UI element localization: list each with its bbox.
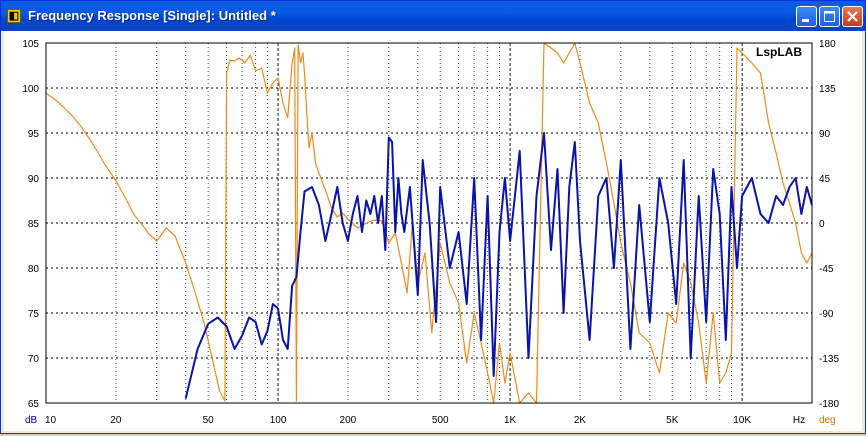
plot-area[interactable]: 105 100 95 90 85 80 75 70 65 180 135 90 45 0 -45 -90 -13… (4, 31, 862, 431)
magnitude-series (184, 132, 813, 399)
y-left-tick-label: 100 (22, 84, 39, 95)
y-right-tick-label: -135 (819, 354, 839, 365)
y-left-tick-label: 80 (28, 264, 40, 275)
x-tick-label: 200 (340, 415, 357, 426)
title-bar[interactable]: ◧ Frequency Response [Single]: Untitled … (1, 1, 865, 31)
x-tick-label: 2K (574, 415, 587, 426)
x-tick-label: 20 (110, 415, 122, 426)
y-left-unit-label: dB (25, 415, 38, 426)
x-tick-label: 100 (270, 415, 287, 426)
lsplab-app-icon[interactable]: ◧ (7, 9, 21, 23)
y-right-tick-label: 90 (819, 129, 831, 140)
y-right-unit-label: deg (819, 415, 836, 426)
y-right-tick-label: -180 (819, 399, 839, 410)
y-right-tick-label: 0 (819, 219, 825, 230)
y-left-tick-label: 65 (28, 399, 40, 410)
grid (45, 42, 813, 404)
axes: 105 100 95 90 85 80 75 70 65 180 135 90 45 0 -45 -90 -13… (22, 39, 839, 426)
magnitude-line (184, 132, 813, 399)
window-title: Frequency Response [Single]: Untitled * (28, 8, 276, 23)
x-unit-label: Hz (793, 415, 805, 426)
x-tick-label: 10K (733, 415, 751, 426)
y-right-tick-label: 180 (819, 39, 836, 50)
y-left-tick-label: 95 (28, 129, 40, 140)
y-left-tick-label: 70 (28, 354, 40, 365)
x-tick-label: 50 (203, 415, 215, 426)
y-left-tick-label: 75 (28, 309, 40, 320)
y-right-tick-label: -90 (819, 309, 834, 320)
x-tick-label: 5K (666, 415, 679, 426)
x-tick-label: 1K (504, 415, 517, 426)
y-right-tick-label: 45 (819, 174, 831, 185)
plot-border (45, 42, 813, 404)
x-tick-label: 500 (432, 415, 449, 426)
y-left-tick-label: 85 (28, 219, 40, 230)
y-left-tick-label: 105 (22, 39, 39, 50)
brand-label: LspLAB (756, 45, 802, 59)
close-icon (847, 11, 858, 22)
minimize-icon (802, 19, 809, 22)
y-right-tick-label: -45 (819, 264, 834, 275)
phase-series (45, 42, 813, 404)
phase-line (45, 42, 813, 404)
maximize-icon (824, 11, 835, 22)
maximize-button[interactable] (819, 6, 840, 27)
close-button[interactable] (842, 6, 863, 27)
y-right-tick-label: 135 (819, 84, 836, 95)
x-tick-label: 10 (45, 415, 57, 426)
frequency-response-chart[interactable]: 105 100 95 90 85 80 75 70 65 180 135 90 45 0 -45 -90 -13… (4, 31, 862, 431)
minimize-button[interactable] (796, 6, 817, 27)
y-left-tick-label: 90 (28, 174, 40, 185)
